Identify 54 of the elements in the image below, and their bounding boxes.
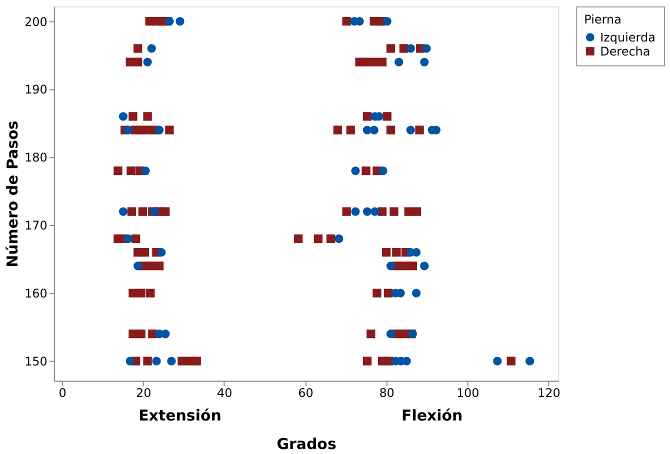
point <box>118 207 128 216</box>
text: Flexión <box>401 406 463 425</box>
x-tick-label: 20 <box>136 386 152 400</box>
point <box>157 248 166 257</box>
legend-label: Izquierda <box>600 30 656 44</box>
point <box>406 126 415 134</box>
point <box>493 356 502 366</box>
y-axis-title: Número de Pasos <box>4 120 22 268</box>
x-tick-label: 120 <box>538 386 560 400</box>
point <box>370 126 378 134</box>
x-tick-label: 0 <box>58 386 66 400</box>
text: Extensión <box>138 406 222 425</box>
point <box>124 234 132 244</box>
point <box>386 262 396 270</box>
point <box>147 44 156 53</box>
point <box>406 44 415 53</box>
point <box>334 234 344 244</box>
point <box>420 58 429 66</box>
y-tick-label: 150 <box>24 354 48 369</box>
legend-label: Derecha <box>600 44 650 58</box>
point <box>351 207 360 216</box>
point <box>141 166 150 176</box>
point <box>382 16 392 26</box>
point <box>161 330 170 338</box>
point <box>422 44 431 53</box>
legend-title: Pierna <box>584 12 622 26</box>
point <box>118 112 128 121</box>
point <box>124 126 132 134</box>
point <box>152 356 161 366</box>
point <box>362 207 372 216</box>
y-tick-label: 200 <box>24 14 48 29</box>
point <box>525 356 534 366</box>
y-tick-label: 170 <box>24 218 48 233</box>
x-tick-label: 100 <box>456 386 480 400</box>
point <box>420 262 429 270</box>
y-tick-label: 160 <box>24 286 48 301</box>
point <box>143 58 152 66</box>
y-tick-label: 180 <box>24 150 48 165</box>
point <box>394 58 404 66</box>
x-tick-label: 60 <box>298 386 314 400</box>
x-tick-label: 40 <box>217 386 232 400</box>
point <box>134 262 142 270</box>
point <box>154 126 164 134</box>
x-tick-label: 80 <box>379 386 394 400</box>
point <box>167 356 176 366</box>
point <box>126 356 134 366</box>
point <box>370 207 380 216</box>
point <box>378 166 388 176</box>
y-tick-label: 190 <box>24 82 48 97</box>
point <box>351 166 360 176</box>
x-axis-title: Grados <box>276 435 336 454</box>
point <box>176 16 184 26</box>
point <box>386 330 396 338</box>
point <box>412 288 421 298</box>
